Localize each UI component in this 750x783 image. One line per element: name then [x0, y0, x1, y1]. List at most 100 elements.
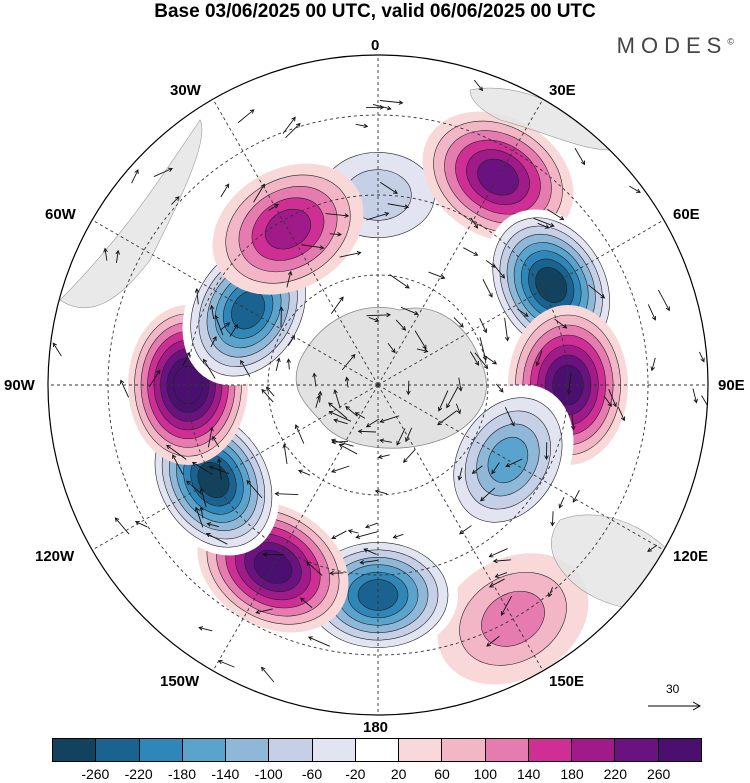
wind-arrow	[206, 522, 219, 528]
wind-arrow	[458, 377, 463, 392]
wind-arrow	[287, 335, 295, 346]
wind-arrow	[328, 402, 348, 419]
graticule	[48, 55, 708, 715]
wind-arrow	[387, 203, 410, 209]
wind-arrow	[198, 626, 213, 632]
lon-label-60w: 60W	[45, 206, 76, 223]
lon-label-120e: 120E	[673, 548, 709, 565]
meridian-line	[207, 384, 379, 680]
wind-arrow	[354, 412, 366, 419]
wind-arrow	[479, 337, 488, 361]
wind-arrow	[459, 525, 472, 535]
wind-arrow	[275, 357, 281, 371]
colorbar-ticks: -260 -220 -180 -140 -100 -60 -20 20 60 100 140 180 2…	[0, 766, 750, 783]
wind-arrow	[52, 342, 62, 357]
wind-arrow	[279, 306, 284, 328]
wind-arrow	[396, 428, 406, 446]
wind-arrow	[463, 247, 479, 256]
colorbar-swatch	[269, 739, 313, 761]
lon-label-90e: 90E	[718, 377, 745, 394]
brand-text: MODES	[616, 33, 728, 58]
meridian-line	[207, 90, 379, 386]
wind-arrow	[331, 530, 347, 540]
wind-arrow	[312, 372, 317, 387]
wind-arrow	[357, 429, 377, 434]
wind-arrow	[692, 388, 698, 404]
map-boundary	[47, 54, 709, 716]
meridian-line	[377, 90, 549, 386]
colorbar-swatch	[53, 739, 97, 761]
lon-label-150w: 150W	[160, 673, 200, 690]
lon-label-180: 180	[363, 719, 389, 736]
lon-label-90w: 90W	[4, 377, 35, 394]
africa-land	[469, 87, 611, 151]
wind-arrow	[379, 438, 392, 444]
wind-arrow	[558, 496, 565, 509]
wind-arrow	[171, 196, 180, 205]
map-field	[48, 55, 708, 715]
lon-label-60e: 60E	[673, 206, 700, 223]
wind-arrow	[505, 458, 523, 468]
wind-arrow	[205, 532, 228, 545]
wind-arrow	[647, 304, 657, 321]
wind-arrow	[547, 208, 565, 221]
wind-arrow	[255, 608, 273, 615]
wind-arrow	[149, 369, 161, 387]
brand-logo: MODES©	[617, 33, 734, 59]
wind-arrow	[114, 517, 130, 535]
wind-arrow	[329, 570, 344, 576]
wind-arrow	[574, 147, 586, 166]
wind-arrow	[115, 249, 120, 263]
meridian-line	[377, 384, 673, 556]
wind-arrow	[537, 222, 550, 229]
lon-label-0: 0	[371, 37, 380, 54]
wind-arrow	[650, 357, 656, 372]
wind-arrow	[380, 181, 398, 194]
vector-reference: 30	[640, 682, 710, 712]
wind-arrow	[469, 351, 480, 366]
wind-arrow	[492, 558, 512, 564]
wind-arrow	[406, 380, 411, 396]
colorbar-tick-label: 140	[516, 766, 541, 782]
wind-arrow	[457, 467, 463, 481]
wind-arrow	[103, 247, 108, 261]
wind-arrow	[120, 379, 129, 398]
wind-arrow	[504, 317, 510, 342]
wind-arrow	[131, 169, 139, 184]
wind-arrow	[294, 424, 305, 444]
wind-arrow	[491, 462, 500, 475]
wind-arrow	[480, 487, 496, 502]
meridian-line	[377, 384, 549, 680]
wind-arrow	[483, 354, 498, 365]
wind-arrow	[494, 572, 508, 578]
wind-arrow	[365, 418, 380, 428]
wind-arrow	[203, 358, 216, 379]
meridian-line	[83, 214, 379, 386]
wind-arrow	[237, 109, 255, 124]
wind-arrow	[453, 317, 464, 328]
wind-arrow	[473, 79, 484, 92]
colorbar-tick-label: 60	[434, 766, 450, 782]
wind-arrow	[153, 167, 173, 177]
colorbar-swatch	[96, 739, 140, 761]
wind-arrow	[209, 304, 215, 320]
colorbar-swatch	[572, 739, 616, 761]
wind-arrow	[379, 100, 404, 105]
lon-label-150e: 150E	[549, 673, 585, 690]
wind-arrow	[389, 274, 410, 289]
colorbar-tick-label: -60	[301, 766, 323, 782]
wind-arrow	[544, 442, 549, 461]
lon-label-120w: 120W	[35, 548, 75, 565]
wind-arrow	[166, 444, 187, 460]
wind-arrow	[535, 350, 543, 367]
wind-arrow	[366, 312, 391, 318]
wind-arrow	[517, 308, 529, 317]
colorbar-tick-label: -20	[345, 766, 366, 782]
colorbar-swatch	[615, 739, 659, 761]
wind-arrow	[414, 330, 427, 350]
wind-arrow	[325, 213, 350, 218]
wind-arrow	[400, 306, 419, 316]
wind-arrow	[629, 185, 641, 193]
wind-arrow	[282, 443, 288, 464]
colorbar-swatch	[658, 739, 701, 761]
